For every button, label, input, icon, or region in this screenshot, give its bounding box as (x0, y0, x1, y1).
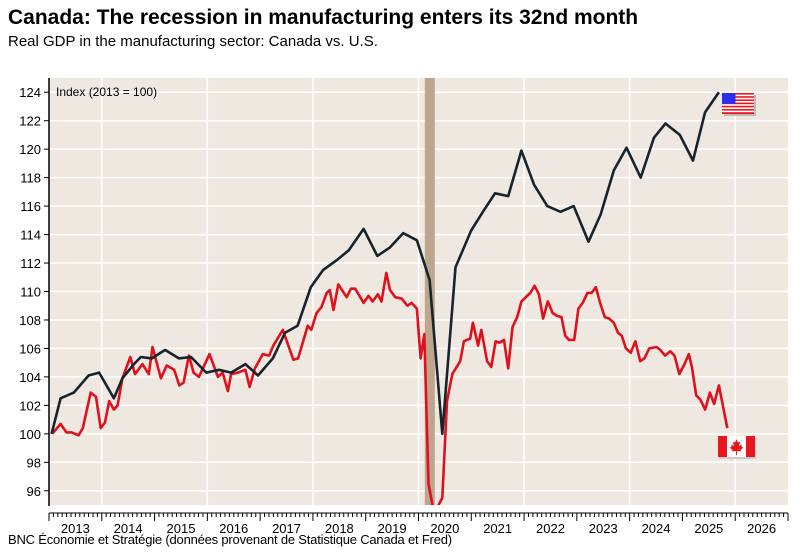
canada-flag-icon (718, 436, 756, 459)
y-tick-label: 108 (19, 313, 41, 328)
x-tick-label: 2019 (378, 521, 407, 536)
y-tick-label: 96 (27, 484, 41, 499)
y-tick-label: 102 (19, 398, 41, 413)
x-tick-label: 2023 (589, 521, 618, 536)
y-tick-label: 114 (20, 228, 41, 243)
y-tick-label: 106 (19, 341, 41, 356)
series-lines (50, 91, 729, 505)
y-tick-label: 118 (20, 171, 41, 186)
y-tick-label: 122 (19, 114, 41, 129)
series-line-us (50, 91, 720, 436)
x-tick-label: 2013 (61, 521, 90, 536)
y-axis-unit-label: Index (2013 = 100) (56, 85, 157, 99)
y-tick-label: 110 (20, 285, 41, 300)
series-line-canada (51, 271, 729, 505)
chart-subtitle: Real GDP in the manufacturing sector: Ca… (8, 33, 378, 50)
x-tick-label: 2025 (694, 521, 723, 536)
y-tick-label: 98 (27, 455, 41, 470)
x-tick-label: 2017 (272, 521, 301, 536)
x-tick-label: 2021 (483, 521, 512, 536)
x-tick-label: 2014 (114, 521, 143, 536)
x-tick-label: 2018 (325, 521, 354, 536)
x-tick-label: 2022 (536, 521, 565, 536)
y-tick-label: 116 (20, 199, 41, 214)
y-tick-label: 100 (19, 427, 41, 442)
x-tick-label: 2026 (747, 521, 776, 536)
us-flag-icon (722, 93, 756, 116)
gridlines (49, 78, 788, 505)
chart-title: Canada: The recession in manufacturing e… (8, 6, 639, 29)
x-tick-label: 2016 (219, 521, 248, 536)
x-tick-label: 2015 (167, 521, 196, 536)
source-note: BNC Économie et Stratégie (données prove… (8, 532, 452, 547)
y-tick-label: 124 (19, 85, 41, 100)
y-tick-label: 112 (20, 256, 41, 271)
axes: 96 98 100 102 104 106 108 110 112 114 116 118 120 122… (19, 78, 789, 536)
x-tick-label: 2024 (642, 521, 671, 536)
y-tick-label: 120 (19, 142, 41, 157)
y-tick-label: 104 (19, 370, 41, 385)
x-tick-label: 2020 (430, 521, 459, 536)
